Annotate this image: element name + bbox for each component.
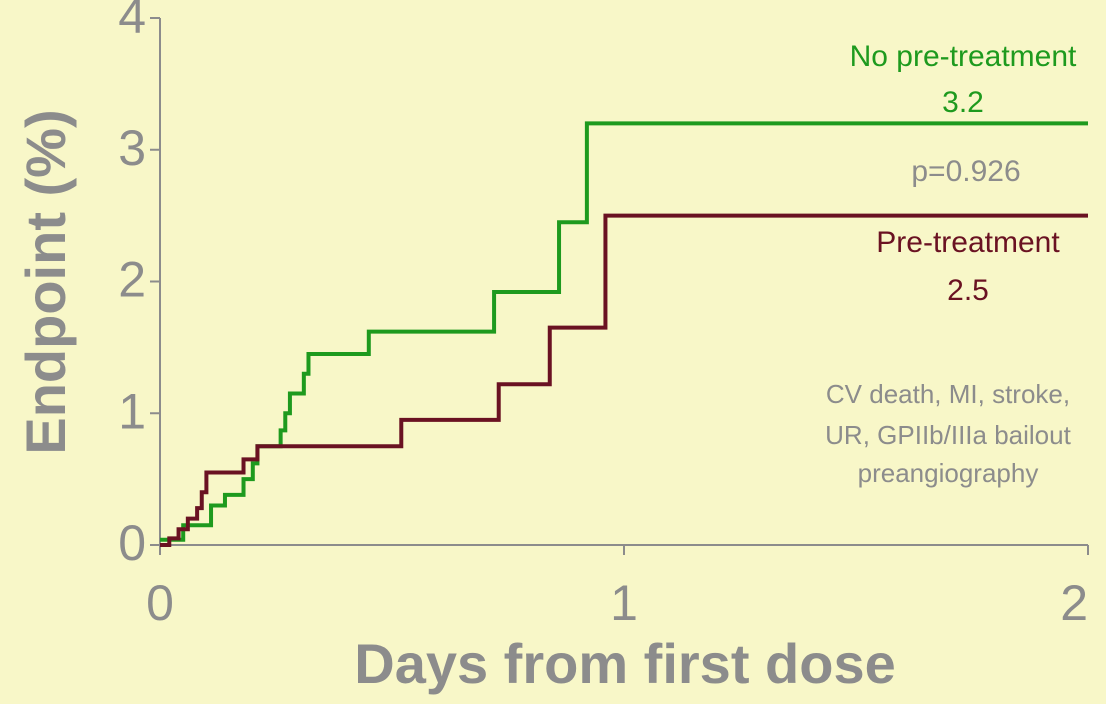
end-value-label: 2.5	[947, 274, 989, 307]
x-tick-label: 2	[1060, 575, 1088, 631]
p-value: p=0.926	[911, 155, 1020, 188]
legend-label: No pre-treatment	[850, 40, 1077, 73]
y-tick-label: 1	[118, 383, 146, 439]
km-curve	[160, 213, 1088, 547]
y-axis-title: Endpoint (%)	[14, 109, 77, 454]
y-tick-label: 2	[118, 252, 146, 308]
y-tick-label: 4	[118, 0, 146, 44]
note-line: UR, GPIIb/IIIa bailout	[825, 420, 1071, 450]
km-curve	[160, 121, 1088, 542]
x-tick-label: 1	[610, 575, 638, 631]
legend-label: Pre-treatment	[876, 226, 1060, 259]
y-tick-label: 3	[118, 120, 146, 176]
end-value-label: 3.2	[942, 86, 984, 119]
y-tick-label: 0	[118, 515, 146, 571]
x-tick-label: 0	[146, 575, 174, 631]
x-axis-title: Days from first dose	[354, 632, 896, 695]
note-line: preangiography	[858, 458, 1039, 488]
note-line: CV death, MI, stroke,	[826, 379, 1070, 409]
